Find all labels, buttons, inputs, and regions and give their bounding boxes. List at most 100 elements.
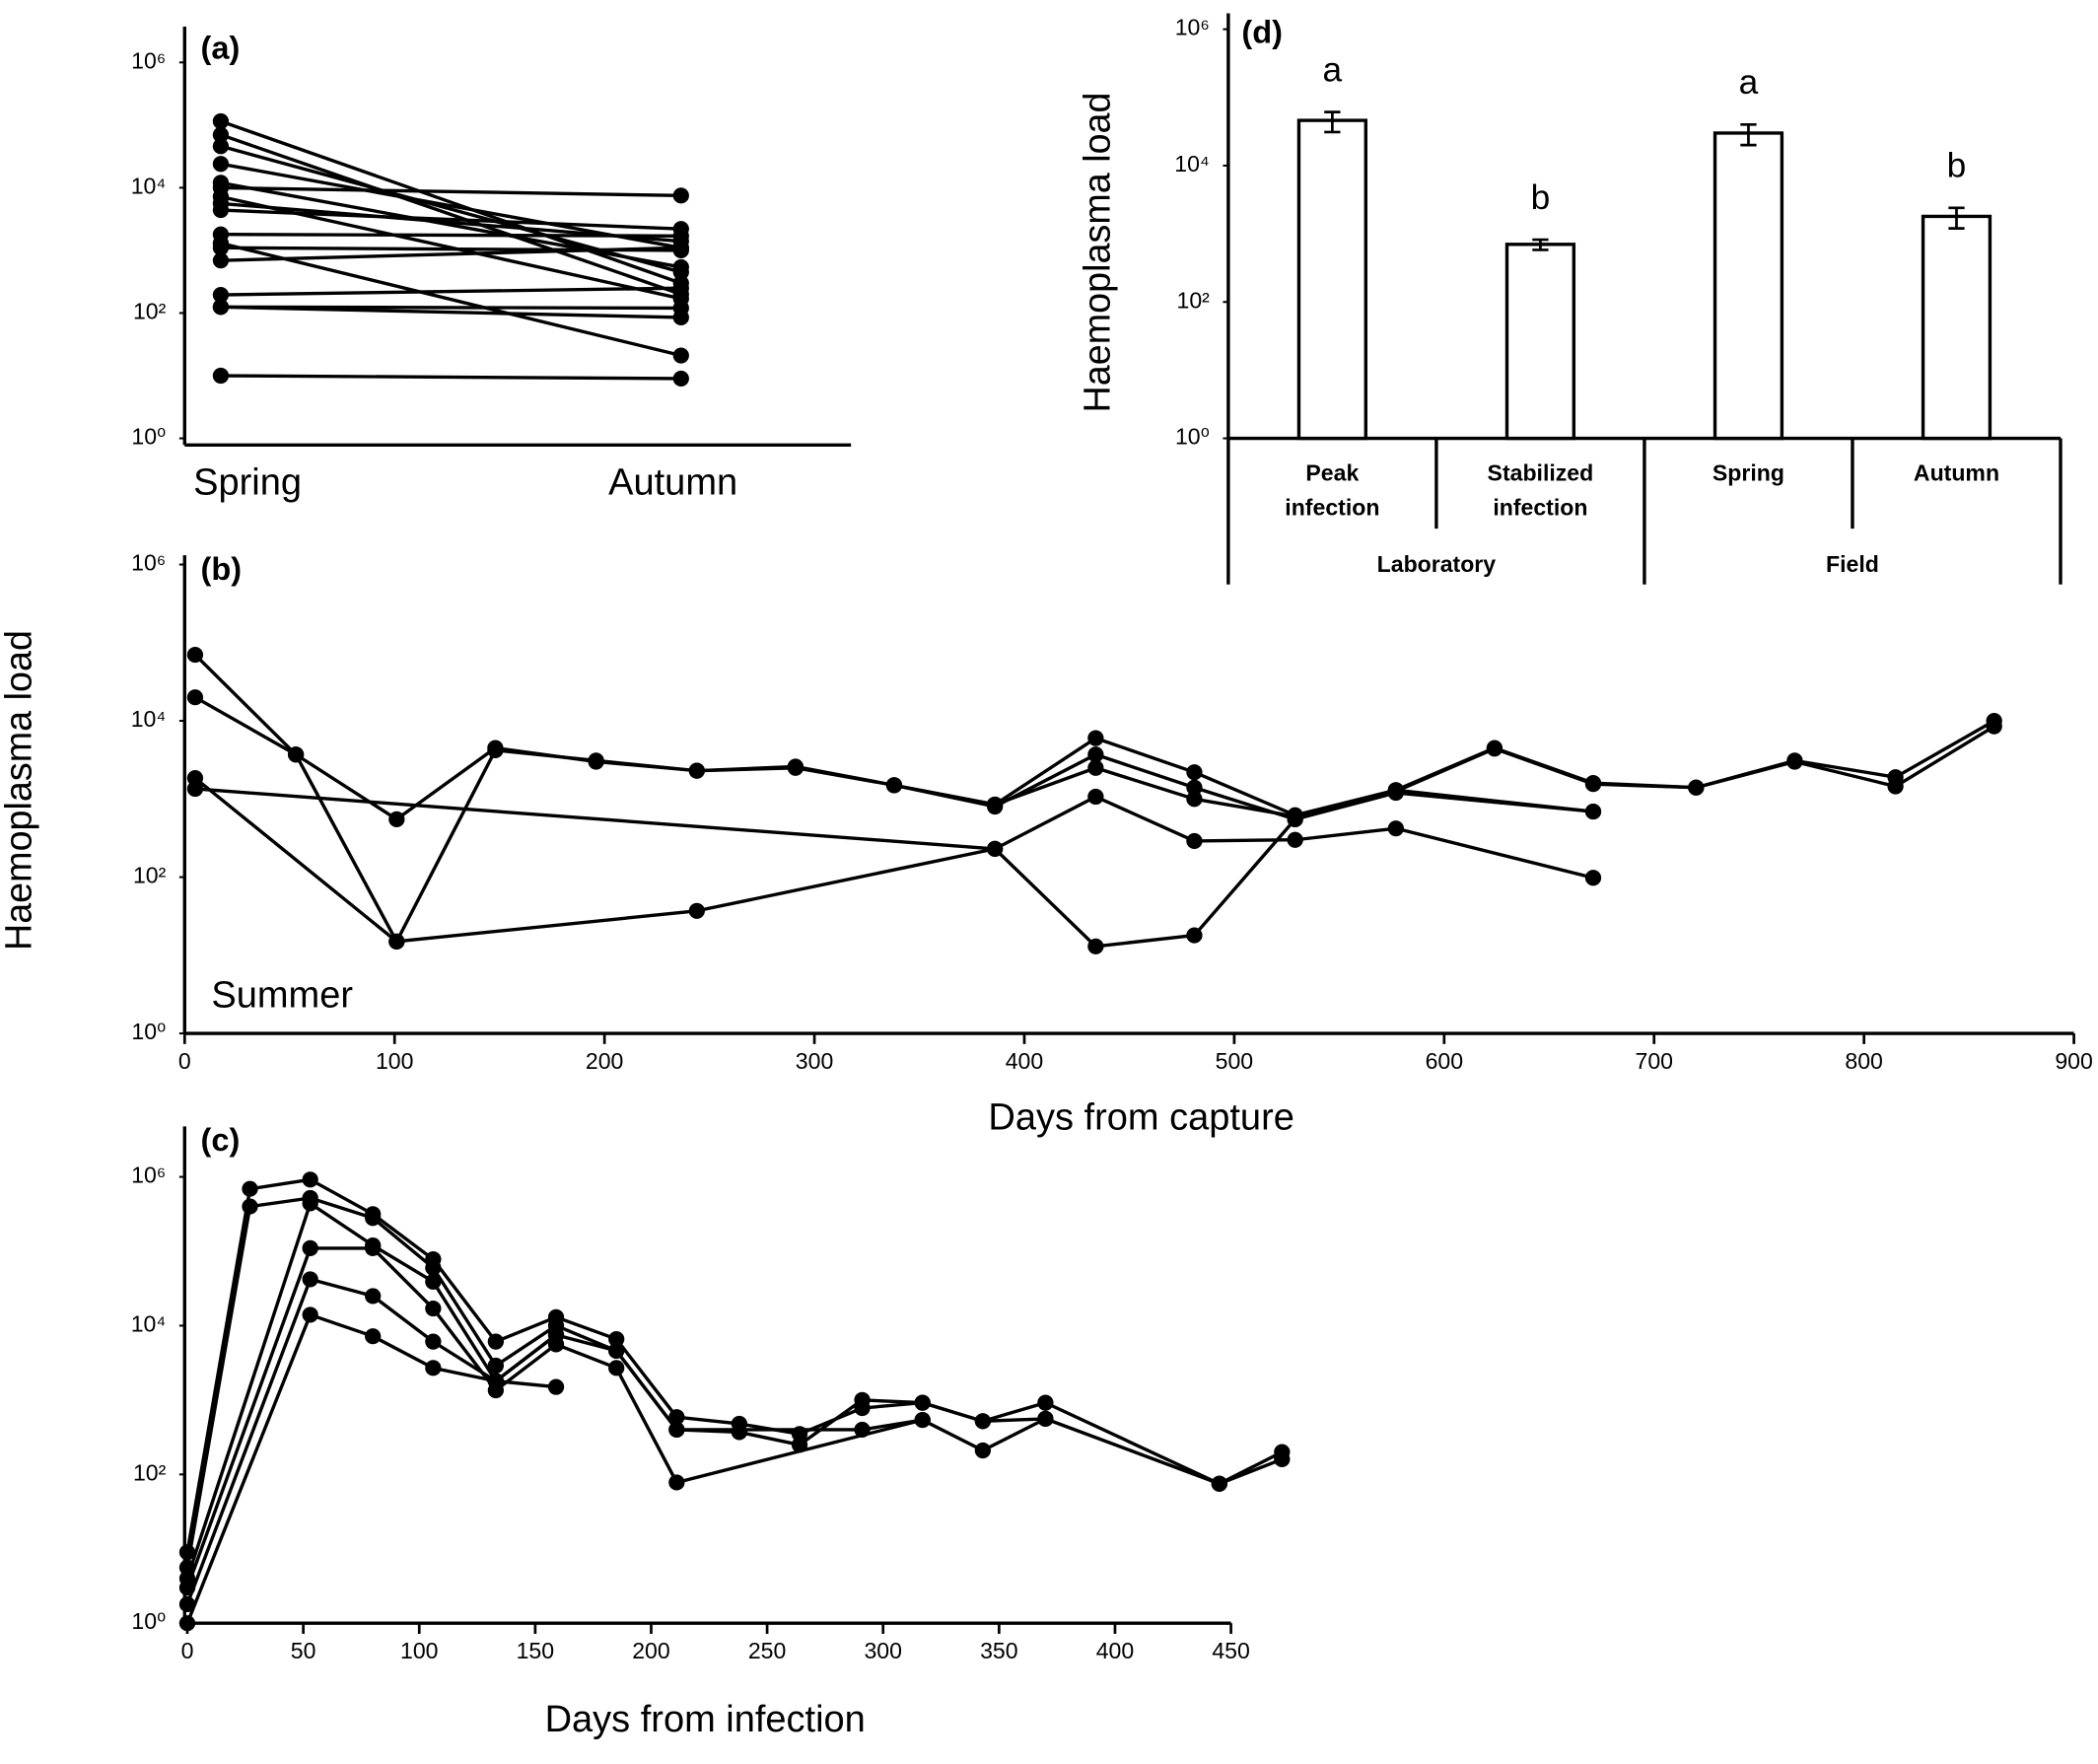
data-point	[914, 1411, 931, 1429]
series-line	[185, 1246, 924, 1588]
data-point	[425, 1300, 442, 1317]
y-tick-label: 10⁴	[131, 1311, 167, 1337]
x-tick-label: 500	[1216, 1048, 1253, 1074]
data-point	[1211, 1475, 1227, 1492]
category-label-box: Stabilized infection	[1488, 460, 1594, 521]
y-tick-label: 10⁶	[131, 1163, 166, 1188]
data-point	[186, 646, 204, 664]
data-point	[885, 777, 903, 794]
data-point	[1486, 741, 1504, 757]
x-category-label: Autumn	[608, 462, 737, 504]
data-point	[365, 1210, 382, 1227]
data-point	[242, 1180, 258, 1197]
data-point	[987, 840, 1004, 857]
data-point	[212, 286, 230, 304]
data-point	[588, 753, 604, 770]
data-point	[914, 1394, 931, 1411]
y-tick-label: 10⁴	[1174, 151, 1210, 176]
significance-letter: a	[1323, 51, 1343, 90]
data-point	[178, 1595, 196, 1613]
data-point	[854, 1391, 871, 1408]
series-line	[185, 1201, 1047, 1580]
data-point	[212, 112, 230, 130]
data-point	[212, 201, 230, 219]
data-point	[974, 1413, 992, 1430]
data-point	[1584, 870, 1602, 886]
data-point	[672, 187, 689, 204]
data-point	[668, 1409, 685, 1426]
group-label: Field	[1826, 551, 1879, 577]
y-tick-label: 10⁰	[131, 424, 166, 450]
y-tick-label: 10²	[1177, 287, 1211, 313]
data-point	[186, 780, 204, 798]
data-point	[487, 740, 504, 756]
category-label-box: Autumn	[1914, 460, 1999, 486]
data-point	[425, 1333, 442, 1350]
data-point	[487, 1373, 505, 1389]
data-point	[1186, 791, 1203, 808]
data-point	[487, 1357, 505, 1375]
y-tick-label: 10⁶	[131, 47, 166, 73]
series-line	[220, 286, 681, 297]
data-point	[212, 252, 230, 269]
data-point	[365, 1328, 382, 1345]
y-tick-label: 10²	[133, 863, 167, 888]
data-point	[547, 1378, 565, 1395]
data-point	[212, 126, 230, 143]
series-line	[220, 133, 682, 296]
data-point	[1887, 778, 1904, 795]
panel-letter: (c)	[201, 1122, 241, 1158]
significance-letter: a	[1739, 63, 1759, 102]
data-point	[688, 762, 705, 779]
y-tick-label: 10⁰	[1175, 424, 1210, 450]
x-tick-label: 100	[376, 1048, 413, 1074]
series-line	[220, 119, 682, 285]
data-point	[425, 1273, 442, 1290]
data-point	[672, 370, 689, 388]
data-point	[1387, 820, 1404, 837]
x-tick-label: 300	[864, 1638, 901, 1663]
data-point	[1186, 927, 1203, 944]
data-point	[302, 1195, 318, 1212]
group-label: Laboratory	[1377, 551, 1497, 577]
category-label: Peak infection	[1285, 460, 1380, 522]
data-point	[388, 933, 405, 950]
category-label-box: Spring	[1712, 460, 1784, 487]
bar	[1296, 118, 1367, 441]
y-tick-label: 10⁴	[131, 174, 167, 199]
data-point	[365, 1288, 382, 1305]
panel: 10⁰ 10² 10⁴ 10⁶ 0 50 100 150 200 250 300 350 400 450 (…	[131, 1122, 1291, 1740]
data-point	[688, 902, 705, 919]
data-point	[608, 1330, 625, 1348]
data-point	[547, 1326, 565, 1343]
data-point	[1584, 776, 1602, 793]
data-point	[242, 1198, 258, 1215]
series-line	[220, 185, 681, 198]
x-tick-label: 0	[181, 1638, 194, 1663]
data-point	[672, 280, 689, 297]
data-point	[608, 1342, 625, 1359]
data-point	[1087, 788, 1104, 806]
y-tick-label: 10²	[133, 1459, 167, 1485]
y-tick-label: 10²	[133, 299, 167, 324]
x-tick-label: 50	[291, 1638, 316, 1663]
bar	[1921, 214, 1993, 441]
data-point	[302, 1306, 318, 1323]
x-category-label: Spring	[193, 462, 302, 504]
data-point	[425, 1360, 442, 1376]
series-line	[220, 374, 681, 381]
series-line	[220, 242, 682, 358]
category-label: Spring	[1712, 460, 1784, 487]
data-point	[672, 240, 689, 256]
data-point	[1186, 764, 1203, 781]
y-tick-label: 10⁰	[131, 1608, 166, 1634]
data-point	[672, 258, 689, 276]
y-tick-label: 10⁴	[131, 706, 167, 732]
y-axis-label: Haemoplasma load	[0, 630, 40, 951]
data-point	[212, 240, 230, 256]
data-point	[212, 156, 230, 173]
data-point	[302, 1239, 318, 1256]
significance-letter: b	[1531, 178, 1551, 217]
x-tick-label: 800	[1845, 1048, 1882, 1074]
